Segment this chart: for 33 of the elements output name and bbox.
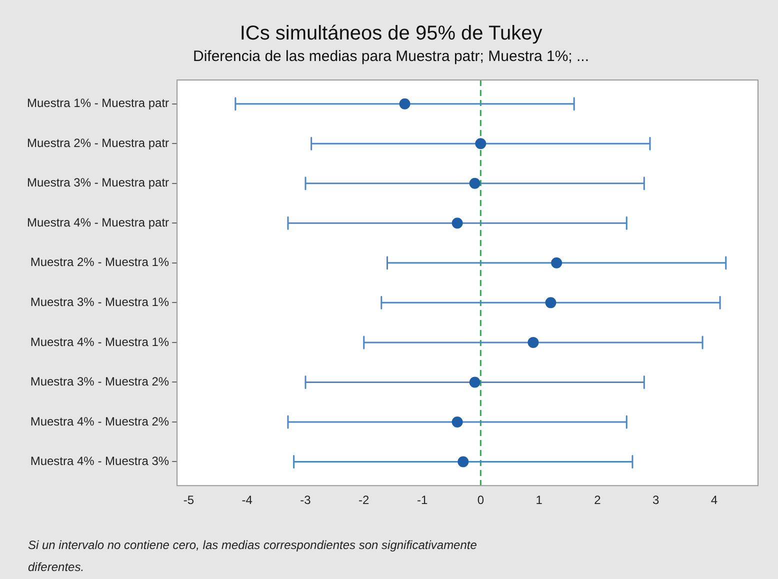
point (452, 416, 463, 428)
x-tick-label: -3 (300, 493, 312, 508)
point (469, 376, 480, 388)
x-tick-label: 1 (536, 493, 543, 508)
y-tick-label: Muestra 3% - Muestra 2% (30, 374, 170, 389)
x-tick-label: -2 (358, 493, 370, 508)
chart-title: ICs simultáneos de 95% de Tukey (240, 22, 542, 45)
point (528, 336, 539, 348)
y-tick-label: Muestra 3% - Muestra 1% (30, 294, 170, 309)
point (399, 98, 410, 110)
x-tick-label: -1 (416, 493, 428, 508)
x-tick-label: 3 (652, 493, 660, 508)
y-tick-label: Muestra 2% - Muestra 1% (30, 255, 170, 270)
y-tick-label: Muestra 4% - Muestra patr (26, 215, 170, 230)
text: Si un intervalo no contiene cero, las medias correspondientes son significativamente diferentes. (28, 538, 478, 574)
point (452, 218, 463, 229)
x-tick-label: -5 (183, 493, 194, 508)
chart-subtitle: Diferencia de las medias para Muestra patr; Muestra 1%; ... (192, 48, 590, 66)
x-tick-label: -4 (242, 493, 253, 508)
point (469, 178, 480, 189)
x-tick-label: 2 (594, 493, 602, 508)
y-tick-label: Muestra 3% - Muestra patr (26, 176, 170, 190)
y-tick-label: Muestra 4% - Muestra 1% (30, 334, 170, 349)
y-tick-label: Muestra 2% - Muestra patr (26, 136, 170, 150)
point (475, 138, 486, 150)
y-tick-label: Muestra 4% - Muestra 3% (30, 454, 170, 468)
point (458, 456, 469, 468)
y-tick-label: Muestra 4% - Muestra 2% (30, 414, 170, 428)
point (545, 297, 556, 308)
y-tick-label: Muestra 1% - Muestra patr (26, 96, 170, 110)
x-tick-label: 4 (710, 493, 718, 508)
x-tick-label: 0 (477, 493, 484, 508)
point (551, 257, 562, 268)
